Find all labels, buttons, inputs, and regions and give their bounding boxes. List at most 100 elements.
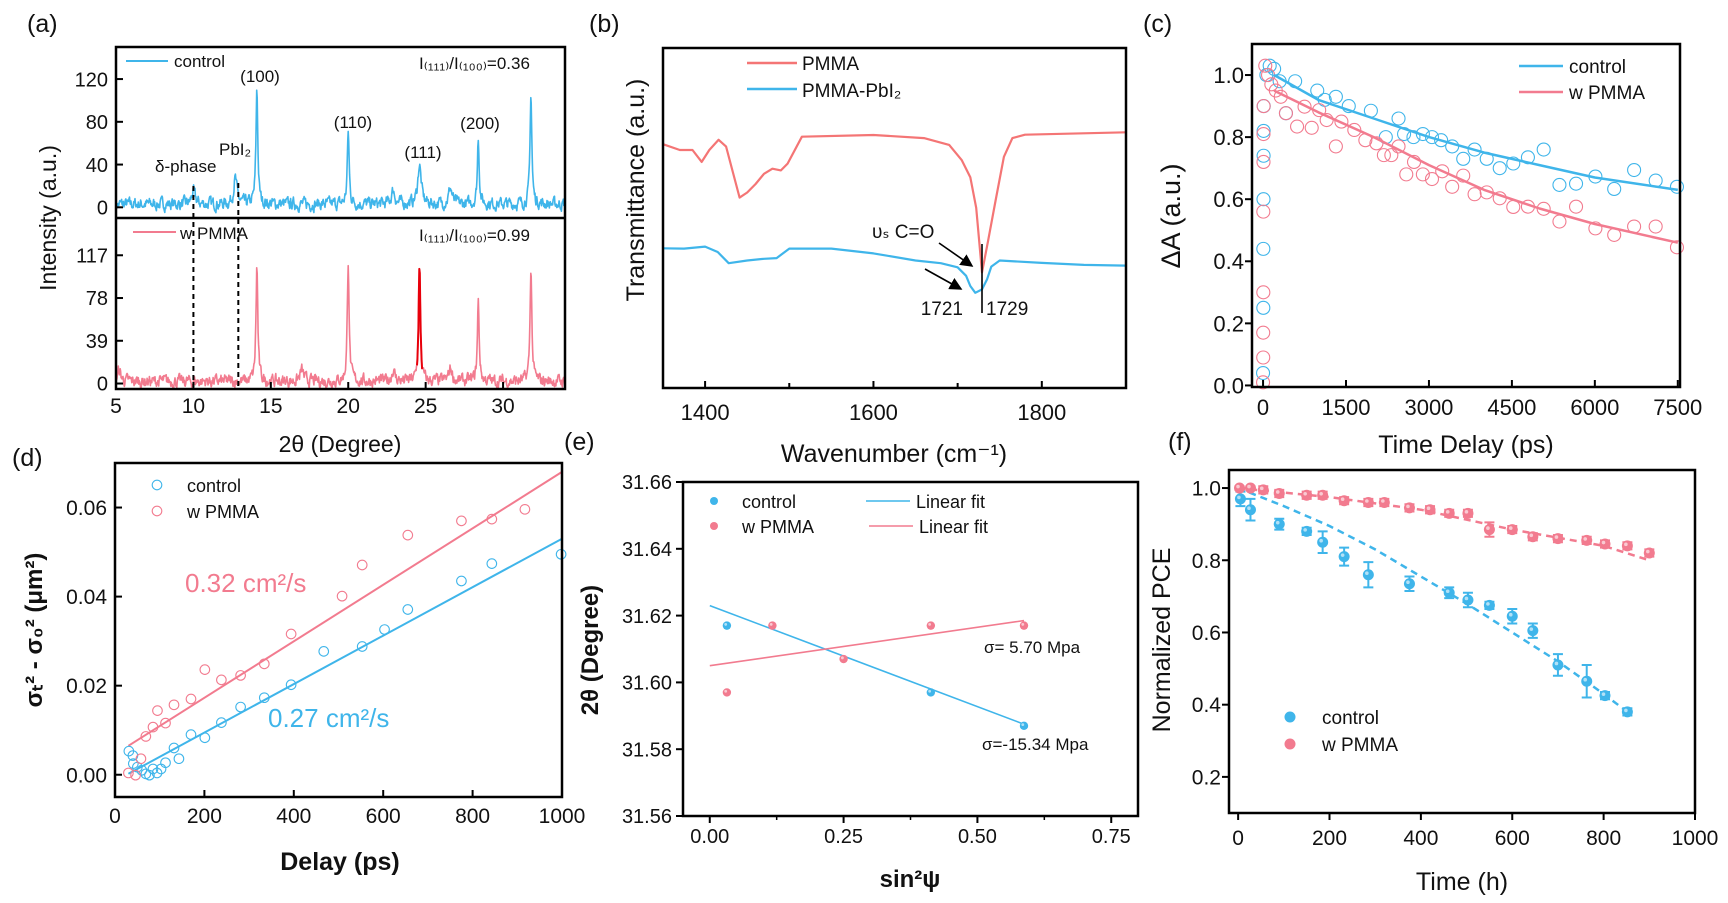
peak-1729-label: 1729 (986, 299, 1028, 320)
data-point-highlight (1554, 661, 1559, 666)
data-point-control (1019, 721, 1029, 731)
data-point-pmma (1588, 221, 1603, 236)
data-point-control (722, 621, 732, 630)
y-tick-label: 0.8 (1192, 550, 1221, 573)
data-point-control (1483, 599, 1495, 611)
arrow-to-1729 (938, 242, 974, 267)
data-point-control (1244, 504, 1256, 516)
ratio-label-pmma: I₍₁₁₁₎/I₍₁₀₀₎=0.99 (419, 226, 530, 245)
data-point-pmma (1273, 487, 1285, 499)
data-point-control (1669, 179, 1685, 194)
data-point-control (1627, 162, 1642, 178)
data-point-pmma (1256, 325, 1271, 340)
data-point-control (285, 679, 297, 691)
data-point-highlight (1340, 497, 1345, 501)
x-tick-label: 5 (110, 395, 122, 418)
data-point-pmma (768, 621, 777, 630)
y-tick-label: 0.2 (1213, 311, 1244, 336)
data-point-control (1273, 518, 1285, 530)
data-point-control (1328, 89, 1343, 104)
x-axis-title: Delay (ps) (280, 848, 399, 876)
x-tick-label: 7500 (1653, 395, 1702, 420)
data-point-pmma (1384, 148, 1399, 163)
y-tick-label: 31.60 (622, 673, 672, 695)
peak-annotation: (110) (334, 113, 372, 132)
data-point-pmma (519, 503, 531, 515)
data-point-pmma (1338, 495, 1350, 507)
data-point-highlight (1236, 484, 1240, 489)
fit-line-control (1273, 73, 1678, 192)
peak-annotation: δ-phase (155, 157, 216, 176)
x-tick-label: 0 (1257, 395, 1269, 420)
data-point-pmma (235, 670, 246, 681)
y-tick-label: 1.0 (1213, 63, 1244, 88)
data-point-highlight (1624, 708, 1628, 713)
data-point-control (356, 641, 368, 652)
panel-c-transient-absorption: 0 1500 3000 4500 6000 7500 0.0 0.2 0.4 0.6 0.8 1.0 c… (1213, 42, 1702, 459)
data-point-highlight (1529, 627, 1534, 631)
data-point-pmma (199, 664, 211, 675)
data-point-control (456, 575, 467, 587)
data-point-pmma (1435, 164, 1450, 179)
data-point-control (1256, 148, 1271, 163)
x-tick-label: 1600 (849, 400, 898, 425)
data-point-pmma (1301, 489, 1313, 501)
data-point-highlight (1486, 526, 1490, 530)
y-tick-label: 31.58 (622, 739, 672, 761)
fit-line-pmma (709, 619, 1025, 667)
data-point-control (1403, 578, 1415, 590)
data-point-pmma (1643, 547, 1655, 559)
data-point-pmma (1424, 504, 1436, 516)
peak-1721-label: 1721 (921, 299, 963, 320)
legend-label-pmma: w PMMA (741, 517, 814, 537)
x-tick-label: 400 (1403, 827, 1438, 850)
data-point-highlight (1464, 510, 1469, 514)
x-tick-label: 800 (1586, 827, 1621, 850)
y-tick-label: 39 (86, 331, 108, 353)
y-tick-label: 0.06 (66, 497, 107, 520)
data-point-highlight (1021, 723, 1025, 727)
legend-label-control: control (742, 492, 796, 512)
data-point-pmma (1256, 285, 1271, 300)
fit-line-control (709, 604, 1025, 725)
panel-label: (d) (12, 444, 43, 472)
diffusion-coefficient-pmma: 0.32 cm²/s (185, 568, 306, 598)
data-point-highlight (1529, 533, 1534, 538)
xrd-control-line (115, 89, 566, 214)
data-point-pmma (1552, 533, 1564, 545)
data-point-pmma (1467, 187, 1482, 202)
y-tick-label: 0.4 (1213, 249, 1244, 274)
data-point-highlight (1445, 589, 1450, 594)
data-point-control (1256, 300, 1271, 315)
legend-control-label: control (1569, 57, 1626, 78)
y-tick-label: 0.4 (1192, 694, 1222, 717)
data-point-control (127, 758, 139, 769)
data-point-control (216, 717, 227, 728)
legend-pmma-label: PMMA (802, 54, 859, 75)
legend-pmma-label: w PMMA (179, 224, 249, 243)
data-point-highlight (1275, 520, 1280, 525)
data-point-pmma (1456, 168, 1471, 183)
x-axis-title: 2θ (Degree) (279, 431, 402, 457)
legend-pmma-label: w PMMA (1568, 83, 1645, 104)
data-point-pmma (123, 767, 134, 779)
data-point-control (258, 692, 270, 704)
data-point-control (1256, 192, 1271, 207)
data-point-pmma (1290, 119, 1305, 134)
y-tick-label: 0.0 (1213, 373, 1244, 398)
data-point-pmma (1568, 199, 1584, 214)
data-point-highlight (840, 656, 844, 660)
data-point-highlight (769, 623, 773, 626)
xrd-highlighted-111-peak (416, 267, 424, 369)
data-point-control (1362, 569, 1374, 581)
y-tick-label: 0.04 (66, 586, 107, 609)
data-point-control (318, 646, 330, 657)
data-point-pmma (1256, 204, 1271, 219)
data-point-pmma (722, 688, 732, 697)
data-point-highlight (1259, 486, 1264, 491)
data-point-highlight (1583, 677, 1588, 682)
data-point-highlight (1340, 553, 1345, 557)
data-point-highlight (1365, 499, 1369, 503)
data-point-highlight (1601, 540, 1606, 545)
